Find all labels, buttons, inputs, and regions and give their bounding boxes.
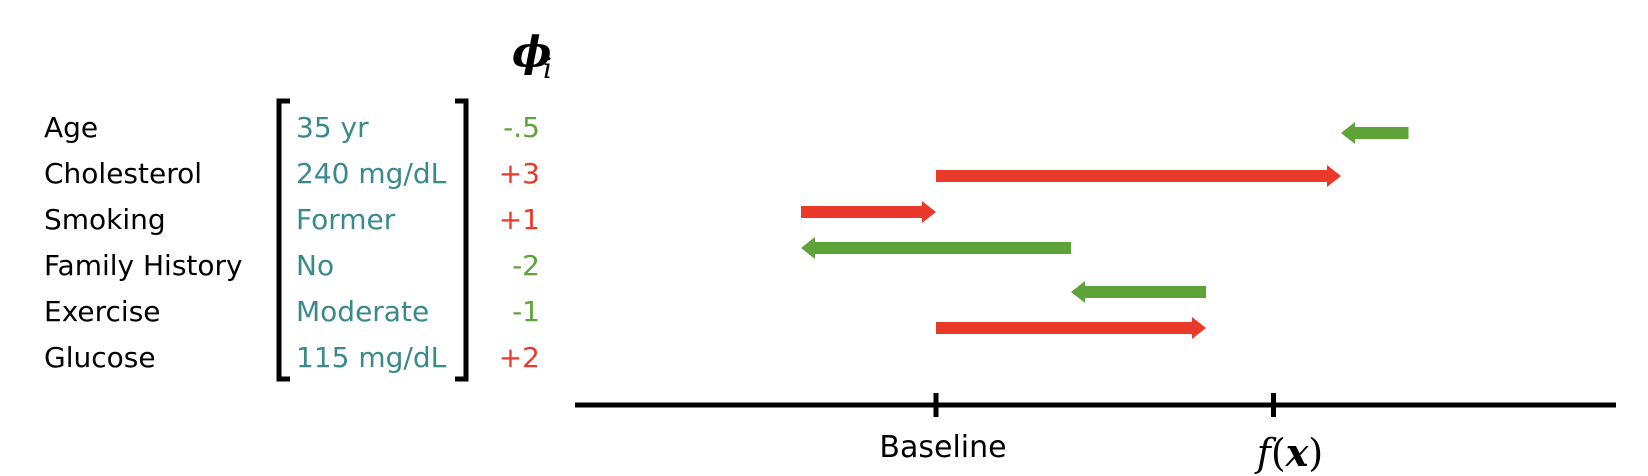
baseline-label: Baseline bbox=[879, 430, 1006, 465]
phi-value-smoking: +1 bbox=[499, 203, 540, 236]
feature-value-family-history: No bbox=[296, 249, 334, 282]
left-bracket bbox=[276, 98, 290, 382]
arrow-cholesterol bbox=[936, 165, 1341, 187]
phi-subscript: i bbox=[543, 52, 552, 85]
fx-label: f(x) bbox=[1254, 430, 1323, 475]
feature-name-age: Age bbox=[44, 111, 98, 144]
feature-value-smoking: Former bbox=[296, 203, 396, 236]
arrow-exercise bbox=[1071, 281, 1206, 303]
feature-name-exercise: Exercise bbox=[44, 295, 161, 328]
phi-value-glucose: +2 bbox=[499, 341, 540, 374]
feature-name-glucose: Glucose bbox=[44, 341, 156, 374]
feature-value-age: 35 yr bbox=[296, 111, 369, 144]
phi-value-exercise: -1 bbox=[512, 295, 540, 328]
phi-value-cholesterol: +3 bbox=[499, 157, 540, 190]
right-bracket bbox=[455, 98, 469, 382]
feature-value-exercise: Moderate bbox=[296, 295, 429, 328]
feature-name-smoking: Smoking bbox=[44, 203, 166, 236]
phi-values: -.5 +3 +1 -2 -1 +2 bbox=[499, 111, 540, 374]
arrow-smoking bbox=[801, 201, 936, 223]
feature-name-cholesterol: Cholesterol bbox=[44, 157, 202, 190]
feature-value-cholesterol: 240 mg/dL bbox=[296, 157, 447, 190]
feature-values: 35 yr 240 mg/dL Former No Moderate 115 m… bbox=[296, 111, 447, 374]
contribution-arrows bbox=[801, 122, 1409, 339]
feature-names: Age Cholesterol Smoking Family History E… bbox=[44, 111, 243, 374]
arrow-glucose bbox=[936, 317, 1206, 339]
phi-value-family-history: -2 bbox=[512, 249, 540, 282]
phi-symbol: ϕ bbox=[512, 27, 552, 76]
feature-name-family-history: Family History bbox=[44, 249, 243, 282]
arrow-family-history bbox=[801, 237, 1071, 259]
phi-value-age: -.5 bbox=[503, 111, 540, 144]
arrow-age bbox=[1341, 122, 1409, 144]
feature-value-glucose: 115 mg/dL bbox=[296, 341, 447, 374]
